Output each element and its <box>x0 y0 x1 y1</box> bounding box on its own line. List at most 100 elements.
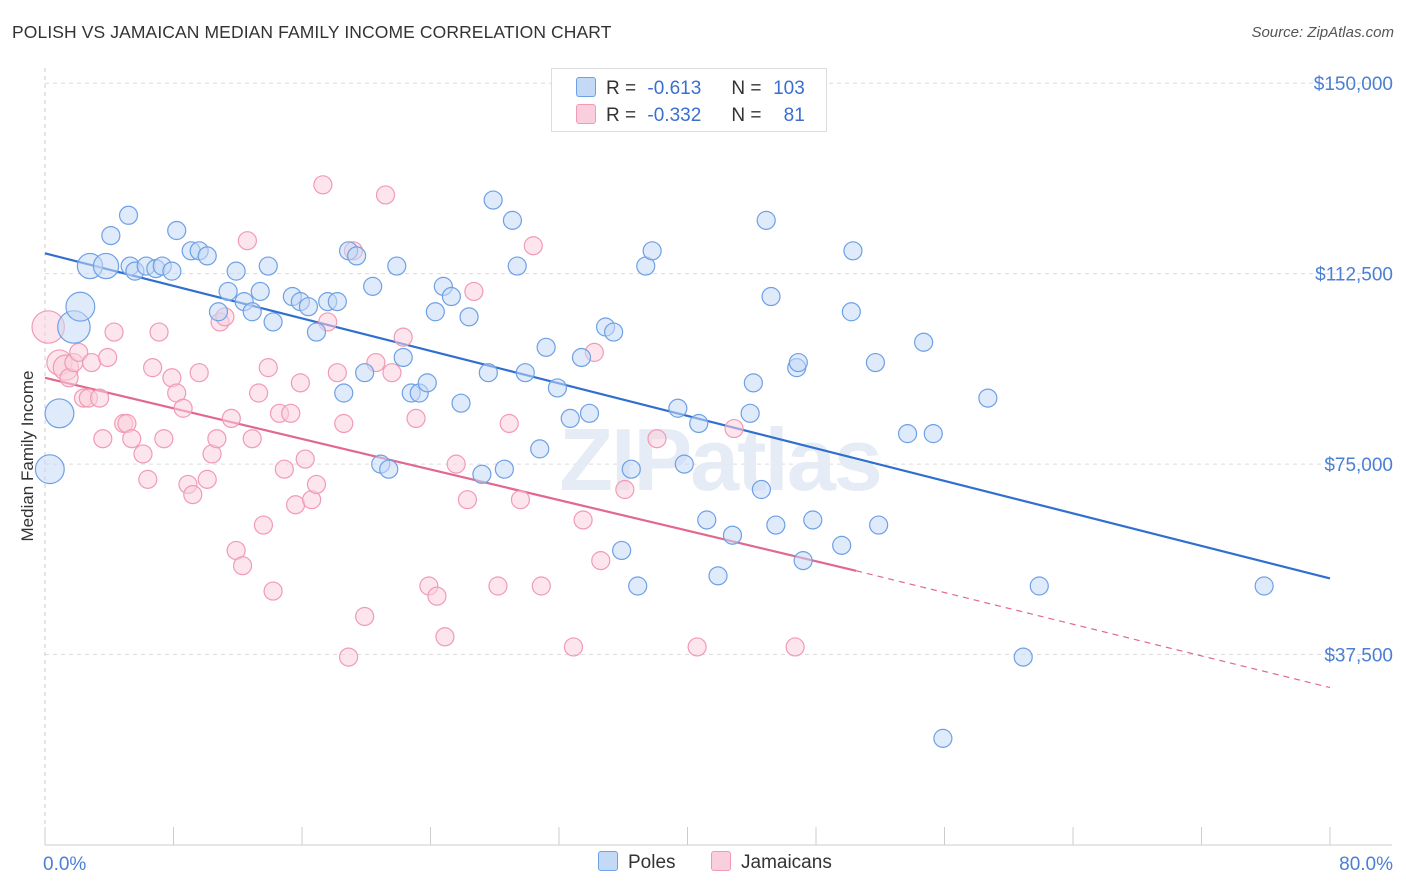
jamaicans-point <box>687 637 707 657</box>
jamaicans-point <box>327 363 347 383</box>
jamaicans-r-value: -0.332 <box>647 105 702 126</box>
jamaicans-point <box>98 347 118 368</box>
poles-point <box>327 292 347 312</box>
poles-point <box>933 728 953 748</box>
source-credit: Source: ZipAtlas.com <box>1251 24 1394 41</box>
jamaicans-n-label: N = <box>731 105 762 126</box>
watermark: ZIPatlas <box>559 410 880 509</box>
poles-point <box>258 256 278 276</box>
poles-point <box>1254 576 1274 596</box>
jamaicans-point <box>334 413 354 434</box>
jamaicans-point <box>173 398 193 418</box>
poles-point <box>621 459 641 479</box>
jamaicans-point <box>253 515 274 535</box>
bottom-legend-poles: Poles <box>598 851 676 874</box>
poles-point <box>628 576 648 596</box>
jamaicans-point <box>90 388 110 408</box>
poles-point <box>417 373 437 393</box>
jamaicans-point <box>313 175 333 195</box>
jamaicans-point <box>221 408 241 429</box>
bottom-jamaicans-label: Jamaicans <box>741 852 832 873</box>
jamaicans-point <box>382 363 402 383</box>
poles-point <box>306 322 327 342</box>
poles-point <box>547 378 567 398</box>
poles-point <box>459 307 479 327</box>
jamaicans-point <box>143 358 163 378</box>
jamaicans-point <box>647 429 667 449</box>
bottom-jamaicans-swatch <box>711 851 731 871</box>
poles-point <box>722 525 743 545</box>
chart-title: POLISH VS JAMAICAN MEDIAN FAMILY INCOME … <box>12 22 612 42</box>
y-tick-labels: $37,500 $75,000 $112,500 $150,000 <box>1314 74 1393 666</box>
poles-point <box>34 454 65 485</box>
jamaicans-point <box>274 459 294 479</box>
y-tick-label: $112,500 <box>1315 265 1393 286</box>
poles-point <box>841 302 861 322</box>
jamaicans-point <box>591 551 611 571</box>
jamaicans-point <box>464 281 484 302</box>
poles-point <box>472 464 492 484</box>
poles-point <box>425 302 445 322</box>
poles-point <box>869 515 889 535</box>
jamaicans-point <box>615 479 635 500</box>
poles-point <box>756 210 776 230</box>
jamaicans-trend-extension <box>856 570 1331 689</box>
jamaicans-r-label: R = <box>606 105 637 126</box>
x-tick-label-min: 0.0% <box>43 854 86 875</box>
x-tick-label-max: 80.0% <box>1339 854 1393 875</box>
jamaicans-point <box>122 429 142 449</box>
jamaicans-point <box>499 413 519 434</box>
jamaicans-n-value: 81 <box>783 105 805 126</box>
legend-row-jamaicans: R = -0.332 N = 81 <box>576 104 805 126</box>
poles-point <box>897 424 918 444</box>
poles-point <box>118 205 139 225</box>
jamaicans-point <box>290 373 310 393</box>
poles-point <box>642 241 662 261</box>
jamaicans-point <box>355 606 375 627</box>
poles-point <box>65 291 96 322</box>
y-axis-label: Median Family Income <box>18 370 37 541</box>
poles-n-label: N = <box>731 78 762 99</box>
poles-point <box>923 424 943 444</box>
jamaicans-point <box>81 352 102 373</box>
poles-point <box>478 363 498 383</box>
bottom-legend-jamaicans: Jamaicans <box>711 851 832 874</box>
poles-point <box>363 276 383 296</box>
jamaicans-point <box>531 576 551 596</box>
poles-point <box>743 373 763 393</box>
poles-r-value: -0.613 <box>647 78 702 99</box>
jamaicans-point <box>338 647 359 667</box>
jamaicans-point <box>197 469 217 489</box>
jamaicans-point <box>435 627 455 647</box>
jamaicans-point <box>375 185 396 205</box>
poles-point <box>604 322 624 342</box>
poles-point <box>494 459 514 479</box>
jamaicans-point <box>183 484 203 505</box>
poles-point <box>914 332 934 352</box>
jamaicans-point <box>189 363 209 383</box>
jamaicans-swatch <box>576 104 596 124</box>
y-tick-label: $75,000 <box>1324 455 1393 476</box>
jamaicans-point <box>563 637 584 657</box>
poles-r-label: R = <box>606 78 637 99</box>
poles-point <box>843 241 863 261</box>
jamaicans-point <box>207 429 227 449</box>
poles-point <box>978 388 998 408</box>
poles-point <box>226 261 246 281</box>
poles-n-value: 103 <box>773 78 805 99</box>
poles-point <box>44 398 75 429</box>
poles-point <box>263 312 283 332</box>
poles-point <box>612 540 632 561</box>
poles-point <box>571 347 592 368</box>
poles-point <box>761 286 781 307</box>
poles-point <box>536 337 556 357</box>
poles-point <box>1013 647 1033 667</box>
jamaicans-point <box>427 586 447 606</box>
poles-point <box>162 261 182 281</box>
poles-point <box>250 281 270 302</box>
jamaicans-point <box>149 322 169 342</box>
jamaicans-point <box>457 490 478 510</box>
poles-swatch <box>576 77 596 97</box>
poles-point <box>483 190 503 210</box>
